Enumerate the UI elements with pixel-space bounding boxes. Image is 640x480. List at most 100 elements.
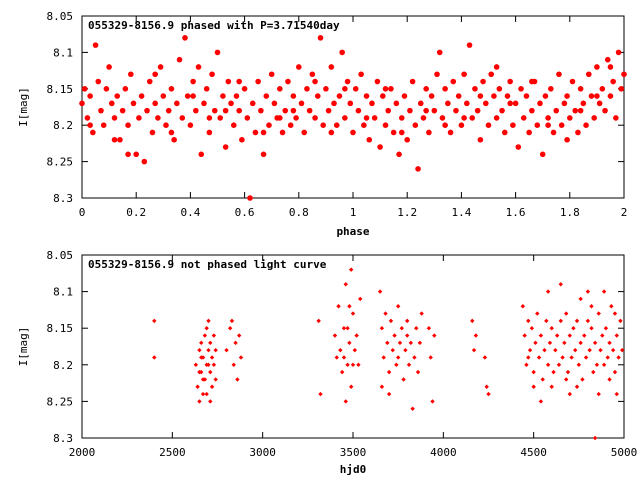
data-point [469,115,476,121]
data-point [233,93,240,99]
data-point [407,107,413,114]
data-point [247,195,253,201]
data-point [374,78,381,85]
data-point [405,318,410,324]
data-point [231,362,236,367]
data-point [614,333,619,338]
data-point [538,333,544,338]
data-point [263,93,270,99]
data-point [403,347,408,353]
data-point [396,151,402,158]
data-point [572,107,579,114]
data-point [605,355,610,360]
data-point [341,326,347,331]
data-point [393,100,400,107]
data-point [531,369,536,375]
x-tick-label: 0.6 [235,206,255,219]
data-point [432,333,437,338]
data-point [363,93,370,99]
data-point [239,136,245,143]
data-point [484,384,489,389]
data-point [404,136,411,143]
data-point [213,377,218,382]
data-point [350,311,356,316]
data-point [127,71,134,78]
data-point [209,71,215,78]
data-point [199,340,204,346]
data-point [182,35,188,41]
data-point [577,107,584,114]
data-point [398,129,405,136]
data-point [526,355,531,360]
data-point [323,86,329,92]
data-point [527,347,533,353]
data-point [382,122,389,128]
data-point [146,78,153,85]
data-point [548,86,554,92]
data-point [417,340,423,346]
data-point [394,362,399,367]
data-point [594,64,600,70]
data-point [285,78,291,85]
data-point [549,384,554,389]
data-point [466,42,473,48]
data-point [607,377,612,382]
data-point [227,326,233,331]
data-point [193,107,199,114]
data-point [328,129,335,136]
data-point [565,369,571,375]
data-point [558,282,563,287]
data-point [236,107,242,114]
data-point [260,129,267,136]
x-tick-label: 4500 [520,446,547,459]
plot-frame [81,254,625,439]
data-point [596,311,601,316]
data-point [602,107,608,114]
data-point [366,136,373,143]
data-point [217,115,224,121]
y-tick-label: 8.15 [47,83,74,96]
data-point [589,326,594,331]
x-tick-label: 0 [79,206,86,219]
data-point [470,318,475,324]
data-point [266,122,272,128]
data-point [450,78,457,85]
data-point [618,86,625,92]
data-point [415,369,421,375]
x-tick-label: 4000 [430,446,457,459]
y-tick-label: 8.1 [53,46,73,59]
data-point [504,93,511,99]
data-point [204,326,209,331]
data-point [209,384,215,389]
data-point [356,362,361,367]
data-point [607,93,614,99]
data-point [236,333,242,338]
data-point [377,289,383,294]
data-point [589,304,594,309]
data-point [596,100,603,107]
data-point [125,151,131,158]
data-point [244,115,251,121]
data-point [392,333,397,338]
data-point [213,347,218,353]
data-point [458,122,465,128]
data-point [574,318,580,324]
data-point [304,86,310,92]
data-point [596,391,601,397]
data-point [380,93,386,99]
data-point [542,93,549,99]
chart-title: 055329-8156.9 not phased light curve [88,258,327,271]
data-point [560,355,565,360]
data-point [111,136,118,143]
data-point [520,115,527,121]
data-point [144,107,150,114]
data-point [390,347,395,353]
data-point [222,107,229,114]
data-point [529,326,535,331]
data-point [339,369,345,375]
data-point [582,333,587,338]
data-point [423,86,429,92]
data-point [345,326,350,331]
x-axis-label: phase [336,225,369,238]
data-point [209,355,215,360]
